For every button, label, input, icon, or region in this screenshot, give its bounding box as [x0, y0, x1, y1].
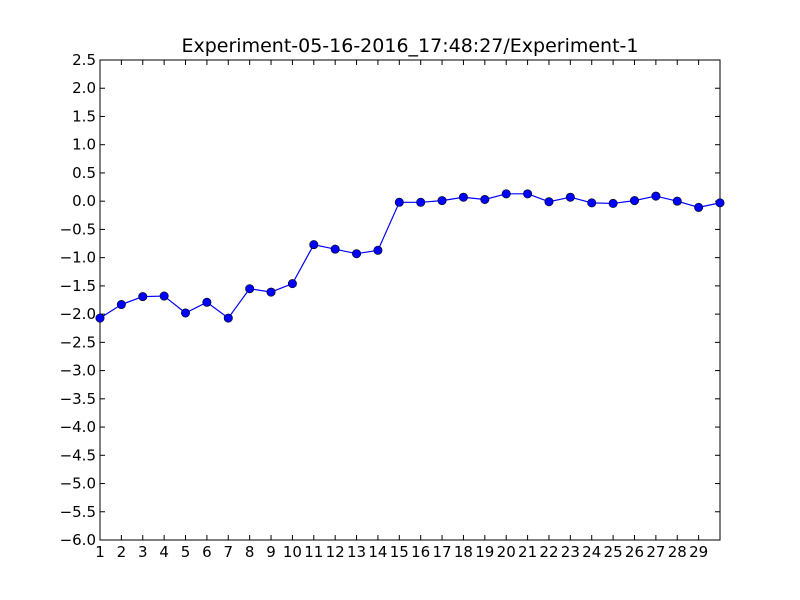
- y-tick-label: −2.5: [60, 333, 96, 351]
- x-tick-label: 27: [646, 543, 665, 561]
- x-tick-label: 29: [689, 543, 708, 561]
- y-tick-label: −1.5: [60, 277, 96, 295]
- x-tick-label: 17: [433, 543, 452, 561]
- data-point: [394, 197, 404, 207]
- y-tick-label: −0.5: [60, 220, 96, 238]
- data-point: [672, 196, 682, 206]
- data-point: [565, 192, 575, 202]
- x-tick-label: 5: [181, 543, 191, 561]
- data-point: [523, 189, 533, 199]
- data-point: [416, 197, 426, 207]
- y-tick-label: −4.0: [60, 418, 96, 436]
- data-point: [694, 202, 704, 212]
- y-tick-label: −2.0: [60, 305, 96, 323]
- series-line: [99, 193, 721, 319]
- x-tick-label: 9: [266, 543, 276, 561]
- data-point: [352, 249, 362, 259]
- data-point: [287, 279, 297, 289]
- plot-area-frame: [99, 59, 721, 541]
- y-tick-label: −3.0: [60, 362, 96, 380]
- data-point: [266, 287, 276, 297]
- data-point: [202, 297, 212, 307]
- data-point: [223, 313, 233, 323]
- y-tick-label: −5.5: [60, 503, 96, 521]
- data-point: [330, 244, 340, 254]
- data-point: [309, 240, 319, 250]
- x-tick-label: 22: [539, 543, 558, 561]
- data-point: [159, 291, 169, 301]
- data-point: [373, 245, 383, 255]
- data-point: [458, 192, 468, 202]
- x-tick-label: 2: [117, 543, 127, 561]
- y-tick-label: −3.5: [60, 390, 96, 408]
- y-tick-label: −4.5: [60, 446, 96, 464]
- series-layer: [95, 189, 725, 323]
- x-tick-label: 10: [283, 543, 302, 561]
- data-point: [116, 300, 126, 310]
- x-tick-label: 16: [411, 543, 430, 561]
- data-point: [501, 189, 511, 199]
- x-tick-label: 3: [138, 543, 148, 561]
- x-tick-label: 15: [390, 543, 409, 561]
- y-tick-label: 2.5: [72, 51, 96, 69]
- x-tick-label: 12: [326, 543, 345, 561]
- axis-tick-labels: 2.5 2.0 1.5 1.0 0.5 0.0 −0.5 −1.0 −1.5 −2.0 −2.5 −3…: [60, 51, 709, 561]
- x-tick-label: 7: [224, 543, 234, 561]
- x-tick-label: 14: [368, 543, 387, 561]
- x-tick-label: 13: [347, 543, 366, 561]
- x-tick-label: 23: [561, 543, 580, 561]
- x-tick-label: 11: [304, 543, 323, 561]
- x-tick-label: 6: [202, 543, 212, 561]
- data-point: [651, 191, 661, 201]
- y-tick-label: −1.0: [60, 249, 96, 267]
- y-tick-label: −6.0: [60, 531, 96, 549]
- data-point: [245, 284, 255, 294]
- chart-title: Experiment-05-16-2016_17:48:27/Experimen…: [181, 35, 638, 57]
- x-tick-label: 21: [518, 543, 537, 561]
- axis-ticks: [99, 59, 720, 541]
- x-tick-label: 24: [582, 543, 601, 561]
- y-tick-label: 2.0: [72, 79, 96, 97]
- y-tick-label: −5.0: [60, 475, 96, 493]
- data-point: [437, 196, 447, 206]
- x-tick-label: 25: [604, 543, 623, 561]
- x-tick-label: 28: [668, 543, 687, 561]
- data-point: [181, 308, 191, 318]
- y-tick-label: 0.5: [72, 164, 96, 182]
- data-point: [95, 313, 105, 323]
- x-tick-label: 4: [159, 543, 169, 561]
- data-point: [608, 198, 618, 208]
- data-point: [629, 196, 639, 206]
- x-tick-label: 1: [95, 543, 105, 561]
- x-tick-label: 26: [625, 543, 644, 561]
- data-point: [587, 198, 597, 208]
- data-point: [544, 197, 554, 207]
- y-tick-label: 1.0: [72, 136, 96, 154]
- data-point: [138, 292, 148, 302]
- x-tick-label: 19: [475, 543, 494, 561]
- x-tick-label: 8: [245, 543, 255, 561]
- y-tick-label: 0.0: [72, 192, 96, 210]
- x-tick-label: 20: [497, 543, 516, 561]
- data-point: [480, 194, 490, 204]
- data-point: [715, 198, 725, 208]
- x-tick-label: 18: [454, 543, 473, 561]
- y-tick-label: 1.5: [72, 107, 96, 125]
